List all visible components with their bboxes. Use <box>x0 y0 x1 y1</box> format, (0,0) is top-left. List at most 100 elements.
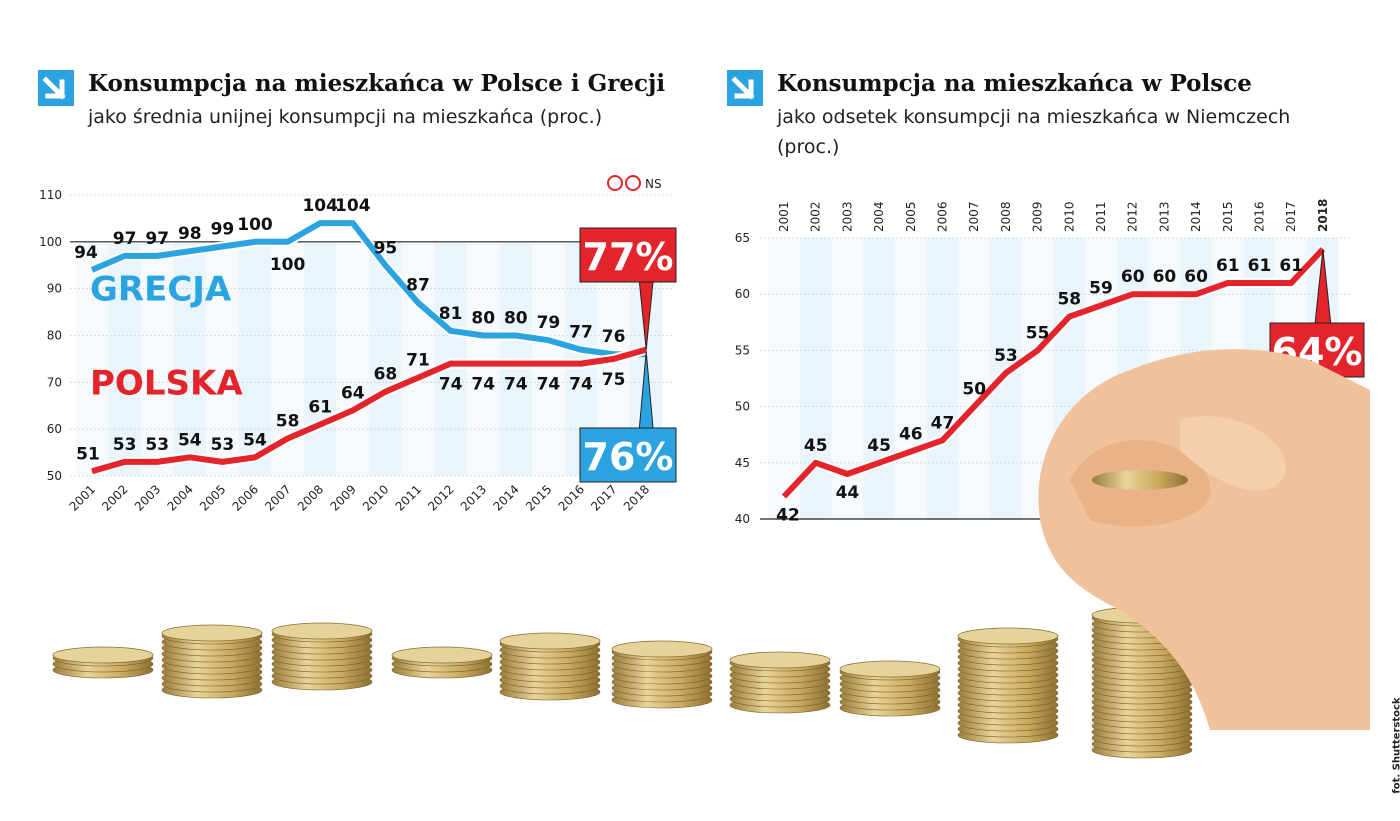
chart-2-band <box>926 238 959 519</box>
data-label-polska: 71 <box>406 351 430 371</box>
x-tick-label: 2003 <box>840 201 854 232</box>
data-label-polska: 53 <box>145 435 169 455</box>
chart-1: 50 60 70 80 90 100 110 2001 2002 2003 2004 2005 2006… <box>39 175 677 514</box>
data-label-grecja: 97 <box>145 229 169 249</box>
chart-2-band <box>894 238 927 519</box>
coin-top <box>271 622 373 640</box>
chart-2-band <box>958 238 991 519</box>
coin-top <box>391 646 493 664</box>
data-label-polska: 74 <box>569 375 593 395</box>
chart-1-band <box>206 241 239 476</box>
copyright-icon <box>625 175 641 191</box>
x-tick-label: 2006 <box>230 482 261 513</box>
x-tick-label: 2005 <box>904 201 918 232</box>
x-tick-label: 2013 <box>1157 201 1171 232</box>
data-label: 50 <box>962 380 986 400</box>
data-label: 45 <box>804 436 828 456</box>
copyright-icon <box>607 175 623 191</box>
y-tick-label: 90 <box>47 282 62 296</box>
coin-top <box>499 632 601 650</box>
y-tick-label: 60 <box>47 422 62 436</box>
data-label-grecja: 80 <box>471 309 495 329</box>
x-tick-label: 2011 <box>393 482 424 513</box>
chart-2-title: Konsumpcja na mieszkańca w Polsce <box>777 70 1252 97</box>
data-label-polska: 68 <box>374 365 398 385</box>
y-tick-label: 100 <box>39 235 62 249</box>
y-tick-label: 70 <box>47 375 62 389</box>
data-label: 55 <box>1026 323 1050 343</box>
x-tick-label: 2009 <box>327 482 358 513</box>
coin-top <box>729 651 831 669</box>
callout-box-polska <box>579 227 677 283</box>
photo-credit: fot. Shutterstock <box>1391 697 1400 794</box>
x-tick-label: 2015 <box>1221 201 1235 232</box>
data-label-polska: 75 <box>602 370 626 390</box>
chart-1-band <box>336 241 370 476</box>
data-label-polska: 53 <box>211 435 235 455</box>
series-name-grecja: GRECJA <box>90 270 232 310</box>
data-label-polska: 54 <box>243 430 267 450</box>
arrow-down-right-icon <box>38 70 74 106</box>
x-tick-label: 2005 <box>197 482 228 513</box>
x-tick-label: 2010 <box>1062 201 1076 232</box>
data-label-grecja: 87 <box>406 276 430 296</box>
x-tick-label: 2010 <box>360 482 391 513</box>
x-tick-label: 2006 <box>936 201 950 232</box>
data-label-polska: 61 <box>308 397 332 417</box>
data-label-polska: 74 <box>471 375 495 395</box>
x-tick-label: 2018 <box>1316 199 1330 232</box>
data-label: 60 <box>1184 267 1208 287</box>
x-tick-label: 2017 <box>1284 201 1298 232</box>
arrow-down-right-icon <box>727 70 763 106</box>
y-tick-label: 50 <box>735 400 750 414</box>
data-label-grecja: 104 <box>335 196 371 216</box>
data-label: 58 <box>1057 290 1081 310</box>
data-label-grecja: 98 <box>178 224 202 244</box>
x-tick-label: 2016 <box>1253 201 1267 232</box>
x-tick-label: 2012 <box>1126 201 1140 232</box>
y-tick-label: 110 <box>39 188 62 202</box>
chart-2-subtitle: jako odsetek konsumpcji na mieszkańca w … <box>777 106 1291 158</box>
data-label-grecja: 77 <box>569 323 593 343</box>
data-label-grecja: 94 <box>74 243 98 263</box>
end-label-grecja: 76% <box>583 435 674 479</box>
x-tick-label: 2016 <box>556 482 587 513</box>
chart-1-subtitle: jako średnia unijnej konsumpcji na miesz… <box>88 106 603 128</box>
x-tick-label: 2004 <box>872 201 886 232</box>
coin-top <box>957 627 1059 645</box>
data-label-grecja: 99 <box>211 220 235 240</box>
x-tick-label: 2008 <box>999 201 1013 232</box>
data-label-polska: 54 <box>178 430 202 450</box>
data-label: 61 <box>1279 256 1303 276</box>
y-tick-label: 50 <box>47 469 62 483</box>
data-label-polska: 51 <box>76 444 100 464</box>
data-label-grecja: 100 <box>270 255 306 275</box>
x-tick-label: 2001 <box>777 201 791 232</box>
x-tick-label: 2003 <box>132 482 163 513</box>
data-label-grecja: 80 <box>504 309 528 329</box>
data-label-grecja: 76 <box>602 327 626 347</box>
data-label-grecja: 81 <box>439 304 463 324</box>
chart-1-band <box>401 241 435 476</box>
chart-2-band <box>863 238 895 519</box>
data-label-grecja: 104 <box>302 196 338 216</box>
series-line-polska <box>781 247 1326 499</box>
x-tick-label: 2002 <box>809 201 823 232</box>
chart-1-title: Konsumpcja na mieszkańca w Polsce i Grec… <box>88 70 666 97</box>
data-label: 47 <box>931 413 955 433</box>
x-tick-label: 2013 <box>458 482 489 513</box>
x-tick-label: 2007 <box>262 482 293 513</box>
series-name-polska: POLSKA <box>90 363 243 403</box>
data-label: 46 <box>899 425 923 445</box>
chart-2-band <box>768 238 800 519</box>
coin-top <box>52 646 154 664</box>
data-label: 60 <box>1121 267 1145 287</box>
x-tick-label: 2014 <box>490 482 521 513</box>
x-tick-label: 2007 <box>967 201 981 232</box>
end-label-polska: 77% <box>583 235 674 279</box>
data-label-polska: 74 <box>537 375 561 395</box>
chart-1-band <box>108 241 141 476</box>
y-tick-label: 40 <box>735 512 750 526</box>
data-label: 53 <box>994 346 1018 366</box>
data-label-polska: 53 <box>113 435 137 455</box>
